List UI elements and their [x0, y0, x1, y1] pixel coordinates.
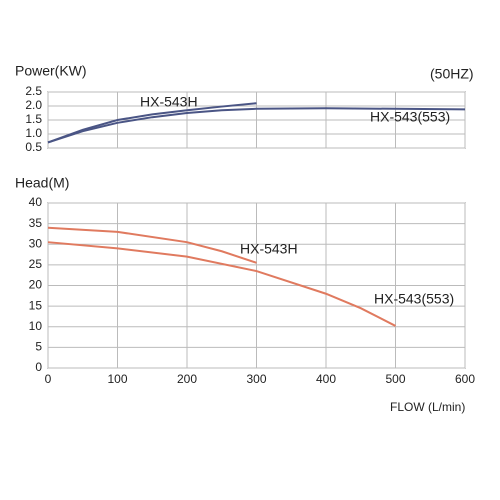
y-tick-label: 0.5 [25, 140, 42, 154]
series-line [47, 226, 257, 264]
y-tick-label: 40 [29, 195, 43, 209]
x-tick-label: 500 [385, 372, 405, 386]
x-tick-label: 100 [107, 372, 127, 386]
y-tick-label: 2.0 [25, 98, 42, 112]
y-tick-label: 2.5 [25, 84, 42, 98]
series-line [47, 102, 257, 144]
y-tick-label: 0 [35, 360, 42, 374]
series-label: HX-543(553) [370, 109, 450, 125]
y-tick-label: 15 [29, 298, 43, 312]
series-label: HX-543H [240, 241, 298, 257]
series-line [47, 107, 466, 144]
x-tick-label: 200 [177, 372, 197, 386]
x-axis-label: FLOW (L/min) [390, 400, 465, 414]
y-tick-label: 10 [29, 319, 43, 333]
y-axis-label: Head(M) [15, 175, 69, 191]
series-label: HX-543H [140, 94, 198, 110]
y-tick-label: 35 [29, 216, 43, 230]
x-tick-label: 300 [246, 372, 266, 386]
x-tick-label: 0 [45, 372, 52, 386]
x-tick-label: 400 [316, 372, 336, 386]
y-axis-label: Power(KW) [15, 63, 87, 79]
note: (50HZ) [430, 66, 474, 82]
x-tick-label: 600 [455, 372, 475, 386]
y-tick-label: 20 [29, 278, 43, 292]
y-tick-label: 5 [35, 340, 42, 354]
y-tick-label: 30 [29, 236, 43, 250]
y-tick-label: 1.5 [25, 112, 42, 126]
y-tick-label: 1.0 [25, 126, 42, 140]
series-line [47, 241, 396, 327]
series-label: HX-543(553) [374, 291, 454, 307]
y-tick-label: 25 [29, 257, 43, 271]
